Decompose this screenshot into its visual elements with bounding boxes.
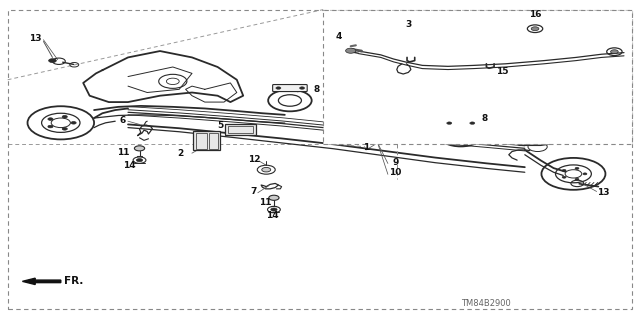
Text: TM84B2900: TM84B2900 [461, 299, 511, 308]
Circle shape [346, 48, 356, 53]
Text: FR.: FR. [64, 276, 83, 286]
Text: 7: 7 [250, 187, 257, 196]
Bar [193, 131, 220, 150]
Bar [209, 133, 218, 149]
FancyBboxPatch shape [444, 120, 478, 127]
Circle shape [134, 146, 145, 151]
Circle shape [271, 208, 277, 211]
Circle shape [470, 122, 475, 124]
Bar [228, 126, 253, 133]
Circle shape [71, 122, 76, 124]
Text: 14: 14 [123, 161, 136, 170]
Circle shape [48, 125, 53, 128]
Circle shape [269, 195, 279, 200]
Text: 14: 14 [266, 211, 278, 220]
Text: 8: 8 [482, 114, 488, 123]
Text: 3: 3 [405, 20, 412, 29]
Circle shape [531, 27, 539, 31]
Text: 12: 12 [248, 155, 260, 164]
Bar [196, 133, 207, 149]
Text: 5: 5 [218, 121, 224, 130]
Text: 1: 1 [363, 143, 369, 152]
Text: 15: 15 [496, 67, 509, 76]
Text: 11: 11 [117, 148, 130, 157]
Text: 2: 2 [177, 149, 184, 158]
Circle shape [575, 167, 579, 169]
Text: 6: 6 [120, 116, 126, 125]
Circle shape [575, 178, 579, 180]
Text: 10: 10 [389, 168, 402, 177]
FancyBboxPatch shape [273, 85, 307, 92]
Circle shape [583, 173, 587, 175]
Circle shape [262, 167, 271, 172]
Circle shape [276, 87, 281, 89]
Circle shape [611, 50, 618, 54]
Circle shape [300, 87, 305, 89]
Circle shape [62, 115, 67, 118]
Circle shape [447, 122, 452, 124]
Text: 9: 9 [392, 158, 399, 167]
Polygon shape [22, 278, 61, 285]
Circle shape [136, 159, 143, 162]
Text: 16: 16 [529, 10, 541, 19]
Circle shape [562, 169, 566, 171]
Bar [225, 124, 256, 135]
Circle shape [562, 176, 566, 178]
Circle shape [49, 59, 56, 63]
Text: 11: 11 [259, 198, 271, 207]
Text: 13: 13 [29, 34, 42, 43]
Bar [323, 10, 632, 144]
Text: 8: 8 [314, 85, 320, 94]
Text: 13: 13 [596, 189, 609, 197]
Circle shape [62, 128, 67, 130]
Text: 4: 4 [336, 32, 342, 41]
Circle shape [48, 118, 53, 120]
